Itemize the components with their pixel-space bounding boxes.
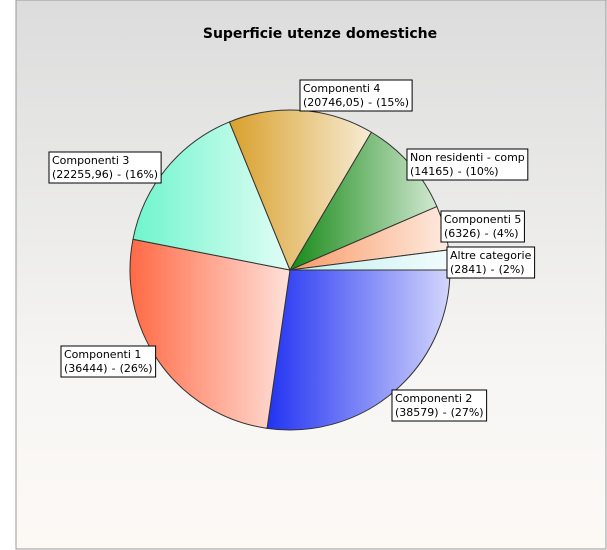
value-label: (20746,05) [303, 96, 364, 109]
slice-label-name: Componenti 3 [52, 154, 129, 167]
separator: - [458, 165, 462, 178]
label-box [440, 210, 525, 243]
slice-label-name: Componenti 1 [64, 348, 141, 361]
slice-label-values: (6326) - (4%) [444, 227, 519, 240]
value-label: (38579) [395, 406, 439, 419]
slice-label-values: (22255,96) - (16%) [52, 168, 158, 181]
label-box [446, 246, 536, 279]
slice-label-values: (36444) - (26%) [64, 362, 153, 375]
separator: - [491, 263, 495, 276]
separator: - [443, 406, 447, 419]
value-label: (2841) [450, 263, 487, 276]
value-label: (36444) [64, 362, 108, 375]
slice [132, 121, 291, 271]
slice-label-values: (38579) - (27%) [395, 406, 484, 419]
separator: - [485, 227, 489, 240]
slice-label-name: Componenti 4 [303, 82, 380, 95]
value-label: (22255,96) [52, 168, 113, 181]
label-box [406, 148, 529, 181]
percent-label: (15%) [376, 96, 409, 109]
label-box [299, 79, 413, 112]
label-box [48, 151, 162, 184]
slice [129, 238, 291, 429]
percent-label: (10%) [466, 165, 499, 178]
separator: - [117, 168, 121, 181]
label-box [60, 345, 157, 378]
slice-label-values: (2841) - (2%) [450, 263, 525, 276]
slice-label-name: Altre categorie [450, 249, 532, 262]
separator: - [368, 96, 372, 109]
value-label: (6326) [444, 227, 481, 240]
label-box [391, 389, 488, 422]
percent-label: (2%) [499, 263, 525, 276]
slice-label-name: Componenti 2 [395, 392, 472, 405]
slice-labels: Componenti 2(38579) - (27%)Componenti 1(36… [48, 79, 536, 422]
percent-label: (16%) [125, 168, 158, 181]
slice-label-values: (20746,05) - (15%) [303, 96, 409, 109]
slice-label-name: Componenti 5 [444, 213, 521, 226]
pie [129, 109, 451, 431]
slice-label-values: (14165) - (10%) [410, 165, 499, 178]
percent-label: (27%) [451, 406, 484, 419]
slice-label-name: Non residenti - comp [410, 151, 525, 164]
percent-label: (26%) [120, 362, 153, 375]
separator: - [112, 362, 116, 375]
percent-label: (4%) [493, 227, 519, 240]
chart-title: Superficie utenze domestiche [203, 26, 437, 42]
value-label: (14165) [410, 165, 454, 178]
